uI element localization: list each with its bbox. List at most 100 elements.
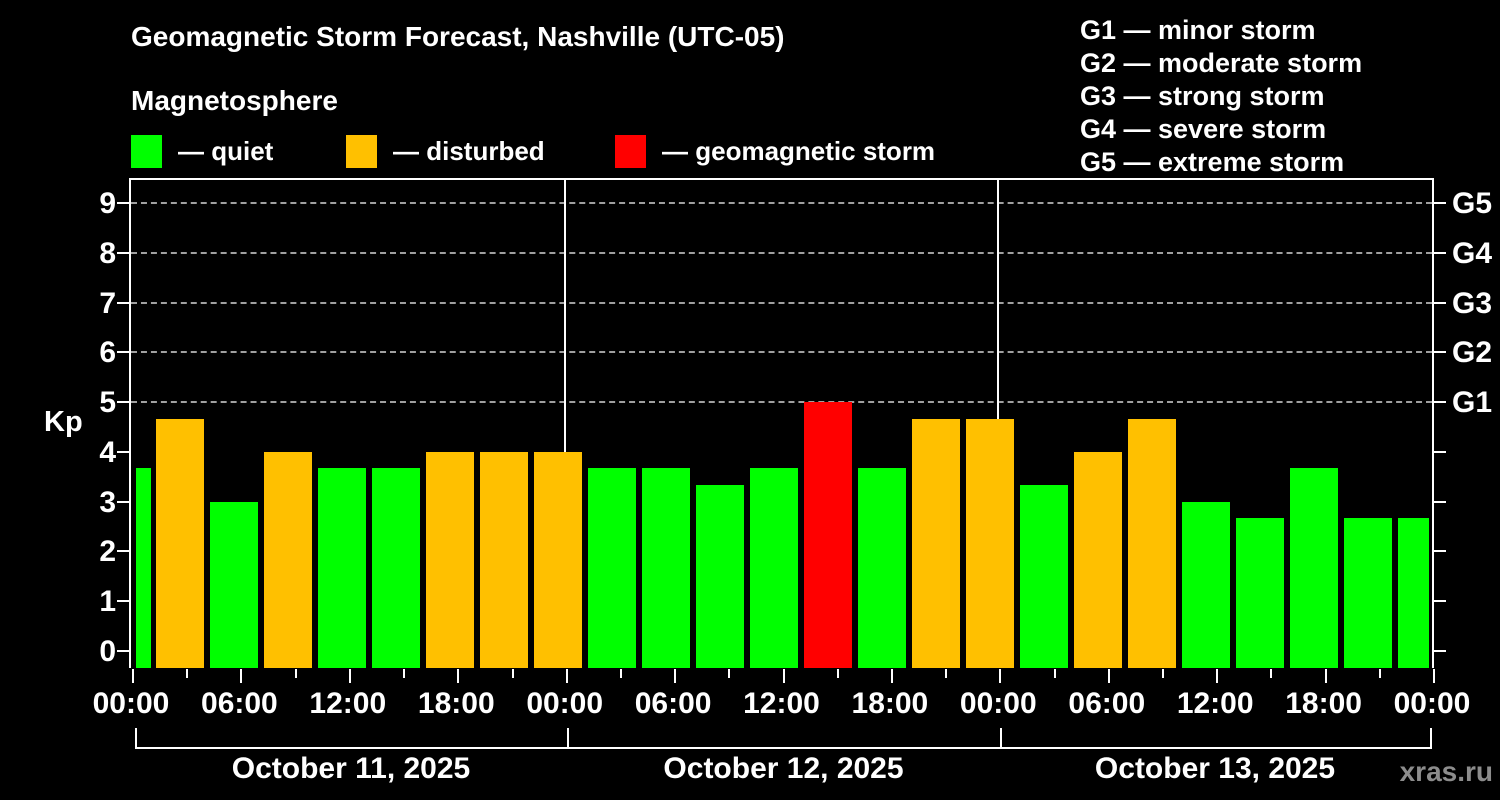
- x-axis-label: 12:00: [309, 687, 387, 720]
- g-axis-label: G3: [1452, 286, 1493, 320]
- legend-label-disturbed: — disturbed: [393, 136, 545, 166]
- y-axis-tick: [117, 301, 129, 304]
- y-axis-label: 6: [99, 336, 116, 370]
- kp-bar: [1289, 468, 1338, 668]
- kp-bar: [1127, 418, 1176, 668]
- y-axis-label: 9: [99, 187, 116, 221]
- y-axis-tick: [117, 450, 129, 453]
- day-bracket-tick: [1430, 728, 1432, 749]
- x-axis-tick: [782, 669, 785, 683]
- x-axis-label: 00:00: [959, 687, 1037, 720]
- x-axis-tick: [1378, 669, 1381, 678]
- g-axis-label: G2: [1452, 336, 1493, 370]
- y-axis-tick-right: [1434, 351, 1446, 354]
- kp-bar: [1181, 501, 1230, 668]
- date-label: October 12, 2025: [663, 752, 904, 785]
- x-axis-tick: [728, 669, 731, 678]
- gridline-kp7: [131, 301, 1432, 304]
- kp-bar: [911, 418, 960, 668]
- kp-bar: [803, 402, 852, 668]
- date-label: October 13, 2025: [1094, 752, 1336, 785]
- x-axis-tick: [1107, 669, 1110, 683]
- y-axis-tick-right: [1434, 450, 1446, 453]
- gridline-kp8: [131, 252, 1432, 254]
- x-axis-label: 00:00: [526, 687, 604, 720]
- legend-item-quiet: — quiet: [131, 135, 273, 168]
- x-axis-label: 18:00: [1285, 687, 1362, 720]
- x-axis-tick: [619, 669, 622, 678]
- y-axis-tick-right: [1434, 649, 1446, 652]
- disturbed-color-swatch: [346, 135, 377, 168]
- kp-bar: [209, 501, 258, 668]
- x-axis-label: 12:00: [743, 687, 820, 720]
- chart-subtitle: Magnetosphere: [131, 85, 338, 116]
- kp-bar: [533, 451, 582, 668]
- legend-label-quiet: — quiet: [178, 136, 274, 166]
- y-axis-tick: [117, 500, 129, 503]
- x-axis-tick: [186, 669, 189, 678]
- kp-axis-title: Kp: [44, 406, 83, 438]
- x-axis-label: 00:00: [92, 687, 170, 720]
- g3-legend-line: G3 — strong storm: [1080, 81, 1325, 111]
- storm-color-swatch: [615, 135, 646, 168]
- x-axis-tick: [132, 669, 134, 683]
- day-bracket: [135, 747, 1432, 749]
- legend-item-storm: — geomagnetic storm: [615, 135, 935, 168]
- watermark-xras: xras.ru: [1399, 756, 1493, 787]
- x-axis-tick: [1270, 669, 1273, 678]
- x-axis-tick: [674, 669, 677, 683]
- x-axis-tick: [890, 669, 893, 683]
- x-axis-tick: [348, 669, 351, 683]
- y-axis-tick: [117, 351, 129, 354]
- x-axis-label: 12:00: [1176, 687, 1254, 720]
- x-axis-tick: [1433, 669, 1435, 683]
- x-axis-tick: [1216, 669, 1219, 683]
- x-axis-tick: [1053, 669, 1056, 678]
- gridline-kp9: [131, 202, 1432, 205]
- x-axis-label: 18:00: [851, 687, 929, 720]
- x-axis-tick: [240, 669, 243, 683]
- y-axis-label: 0: [99, 634, 116, 668]
- gridline-kp6: [131, 351, 1432, 354]
- y-axis-tick-right: [1434, 202, 1446, 205]
- y-axis-label: 8: [99, 237, 116, 270]
- kp-bar: [587, 468, 636, 668]
- g-axis-label: G4: [1452, 237, 1493, 270]
- g-scale-legend: G1 — minor storm G2 — moderate storm G3 …: [1080, 14, 1362, 179]
- day-bracket-tick: [567, 728, 569, 749]
- date-label: October 11, 2025: [231, 752, 471, 785]
- g-axis-label: G1: [1452, 386, 1493, 420]
- quiet-color-swatch: [131, 135, 162, 168]
- kp-bar: [695, 485, 744, 668]
- kp-bar: [1343, 517, 1392, 668]
- y-axis-label: 3: [99, 485, 116, 519]
- x-axis-tick: [457, 669, 460, 683]
- g1-legend-line: G1 — minor storm: [1080, 15, 1316, 45]
- kp-bar: [317, 468, 366, 668]
- y-axis-label: 4: [99, 435, 116, 469]
- x-axis-label: 06:00: [634, 687, 712, 720]
- kp-bar: [965, 418, 1014, 668]
- x-axis-tick: [403, 669, 405, 678]
- y-axis-tick-right: [1434, 252, 1446, 254]
- y-axis-tick-right: [1434, 301, 1446, 304]
- x-axis-tick: [836, 669, 839, 678]
- x-axis-tick: [945, 669, 948, 678]
- x-axis-label: 00:00: [1393, 687, 1471, 720]
- legend-item-disturbed: — disturbed: [346, 135, 545, 168]
- kp-bar: [479, 451, 528, 668]
- g2-legend-line: G2 — moderate storm: [1080, 48, 1363, 78]
- x-axis-tick: [294, 669, 297, 678]
- kp-bar: [857, 468, 906, 668]
- g4-legend-line: G4 — severe storm: [1080, 114, 1327, 144]
- kp-bar: [425, 451, 474, 668]
- kp-bar: [136, 468, 151, 668]
- y-axis-tick: [117, 550, 129, 553]
- x-axis-tick: [565, 669, 568, 683]
- day-bracket-tick: [1000, 728, 1002, 749]
- gridline-kp5: [131, 401, 1432, 404]
- y-axis-tick: [117, 599, 129, 602]
- y-axis-tick-right: [1434, 401, 1446, 404]
